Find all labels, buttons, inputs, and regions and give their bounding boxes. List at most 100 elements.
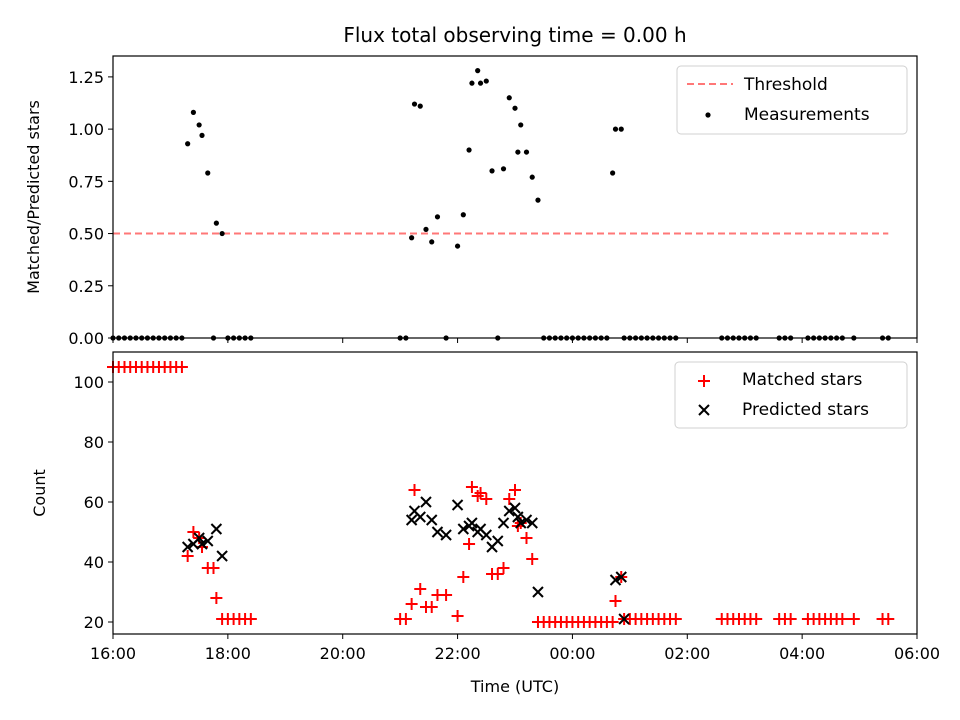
matched-point bbox=[457, 571, 470, 583]
predicted-point bbox=[609, 574, 622, 586]
measurement-point bbox=[529, 174, 535, 180]
predicted-point bbox=[440, 529, 452, 541]
measurement-point bbox=[610, 170, 616, 176]
measurement-point bbox=[409, 235, 415, 241]
matched-point bbox=[207, 562, 220, 574]
matched-point bbox=[408, 484, 421, 496]
legend-threshold-label: Threshold bbox=[743, 75, 828, 95]
measurement-point bbox=[411, 101, 418, 107]
bottom-legend-box bbox=[674, 361, 908, 429]
predicted-point bbox=[210, 523, 223, 535]
top-y-axis-label: Matched/Predicted stars bbox=[24, 100, 43, 294]
legend-predicted-swatch bbox=[698, 404, 710, 416]
bottom-legend: Matched stars Predicted stars bbox=[674, 361, 908, 429]
predicted-point bbox=[216, 550, 228, 562]
matched-point bbox=[480, 493, 493, 505]
matched-point bbox=[399, 613, 412, 625]
y-tick-label: 40 bbox=[84, 553, 104, 572]
predicted-point bbox=[503, 505, 515, 517]
matched-point bbox=[503, 493, 516, 505]
matched-point bbox=[606, 616, 619, 628]
x-tick-label: 20:00 bbox=[320, 644, 366, 663]
measurement-point bbox=[500, 166, 507, 172]
matched-point bbox=[750, 613, 763, 625]
predicted-point bbox=[466, 517, 478, 529]
measurement-point bbox=[475, 68, 481, 74]
measurement-point bbox=[489, 168, 495, 174]
top-chart-title: Flux total observing time = 0.00 h bbox=[343, 23, 686, 47]
x-tick-label: 04:00 bbox=[779, 644, 825, 663]
x-tick-label: 06:00 bbox=[894, 644, 940, 663]
measurement-point bbox=[460, 212, 466, 218]
matched-point bbox=[669, 613, 682, 625]
matched-point bbox=[471, 490, 484, 502]
predicted-point bbox=[420, 496, 432, 508]
matched-point bbox=[451, 610, 464, 622]
matched-point bbox=[526, 553, 539, 565]
predicted-point bbox=[497, 517, 510, 529]
y-tick-label: 100 bbox=[73, 373, 104, 392]
predicted-point bbox=[512, 511, 524, 523]
predicted-point bbox=[615, 571, 627, 583]
measurement-point bbox=[477, 80, 484, 86]
measurement-point bbox=[466, 147, 472, 153]
measurement-point bbox=[219, 230, 225, 237]
measurement-point bbox=[515, 149, 521, 155]
matched-point bbox=[187, 526, 200, 538]
y-tick-label: 0.25 bbox=[68, 277, 104, 296]
x-tick-label: 22:00 bbox=[435, 644, 481, 663]
measurement-point bbox=[523, 149, 530, 155]
legend-matched-swatch bbox=[698, 375, 710, 387]
y-tick-label: 0.50 bbox=[68, 225, 104, 244]
matched-point bbox=[405, 598, 418, 610]
predicted-point bbox=[181, 541, 194, 553]
measurement-point bbox=[434, 214, 441, 220]
y-tick-label: 1.00 bbox=[68, 120, 104, 139]
x-tick-label: 00:00 bbox=[549, 644, 595, 663]
predicted-point bbox=[520, 514, 533, 526]
predicted-point bbox=[202, 535, 214, 547]
y-tick-label: 1.25 bbox=[68, 68, 104, 87]
measurement-point bbox=[199, 132, 205, 138]
predicted-point bbox=[492, 535, 504, 547]
matched-point bbox=[491, 568, 504, 580]
measurement-point bbox=[423, 226, 429, 232]
matched-point bbox=[882, 613, 895, 625]
matched-point bbox=[465, 481, 478, 493]
predicted-point bbox=[618, 613, 630, 625]
measurement-point bbox=[618, 126, 624, 132]
measurement-point bbox=[518, 122, 524, 128]
matched-point bbox=[414, 583, 427, 595]
predicted-point bbox=[405, 514, 418, 526]
legend-matched-label: Matched stars bbox=[742, 370, 862, 390]
top-x-ticks bbox=[112, 338, 918, 343]
matched-point bbox=[474, 487, 487, 499]
measurement-point bbox=[535, 197, 541, 203]
y-tick-label: 20 bbox=[84, 613, 104, 632]
predicted-point bbox=[509, 502, 521, 514]
top-axes-frame bbox=[112, 55, 918, 339]
matched-point bbox=[175, 361, 188, 373]
predicted-point bbox=[414, 511, 426, 523]
top-legend-box bbox=[676, 65, 908, 135]
matched-point bbox=[509, 484, 521, 496]
bottom-y-axis-label: Count bbox=[30, 469, 49, 517]
predicted-point bbox=[526, 517, 538, 529]
measurement-point bbox=[185, 141, 191, 147]
y-tick-label: 0.75 bbox=[68, 172, 104, 191]
matched-point bbox=[463, 538, 476, 550]
y-tick-label: 0.00 bbox=[68, 329, 104, 348]
predicted-point bbox=[196, 538, 208, 550]
measurement-point bbox=[469, 80, 475, 86]
matched-point bbox=[497, 562, 510, 574]
measurement-point bbox=[196, 122, 202, 128]
bottom-plot-area bbox=[107, 361, 895, 628]
measurement-point bbox=[190, 109, 196, 115]
measurement-point bbox=[612, 126, 619, 132]
legend-measurements-label: Measurements bbox=[744, 105, 870, 125]
predicted-point bbox=[532, 586, 544, 598]
measurement-point bbox=[205, 170, 211, 176]
measurement-point bbox=[429, 239, 435, 245]
measurement-point bbox=[506, 95, 512, 101]
